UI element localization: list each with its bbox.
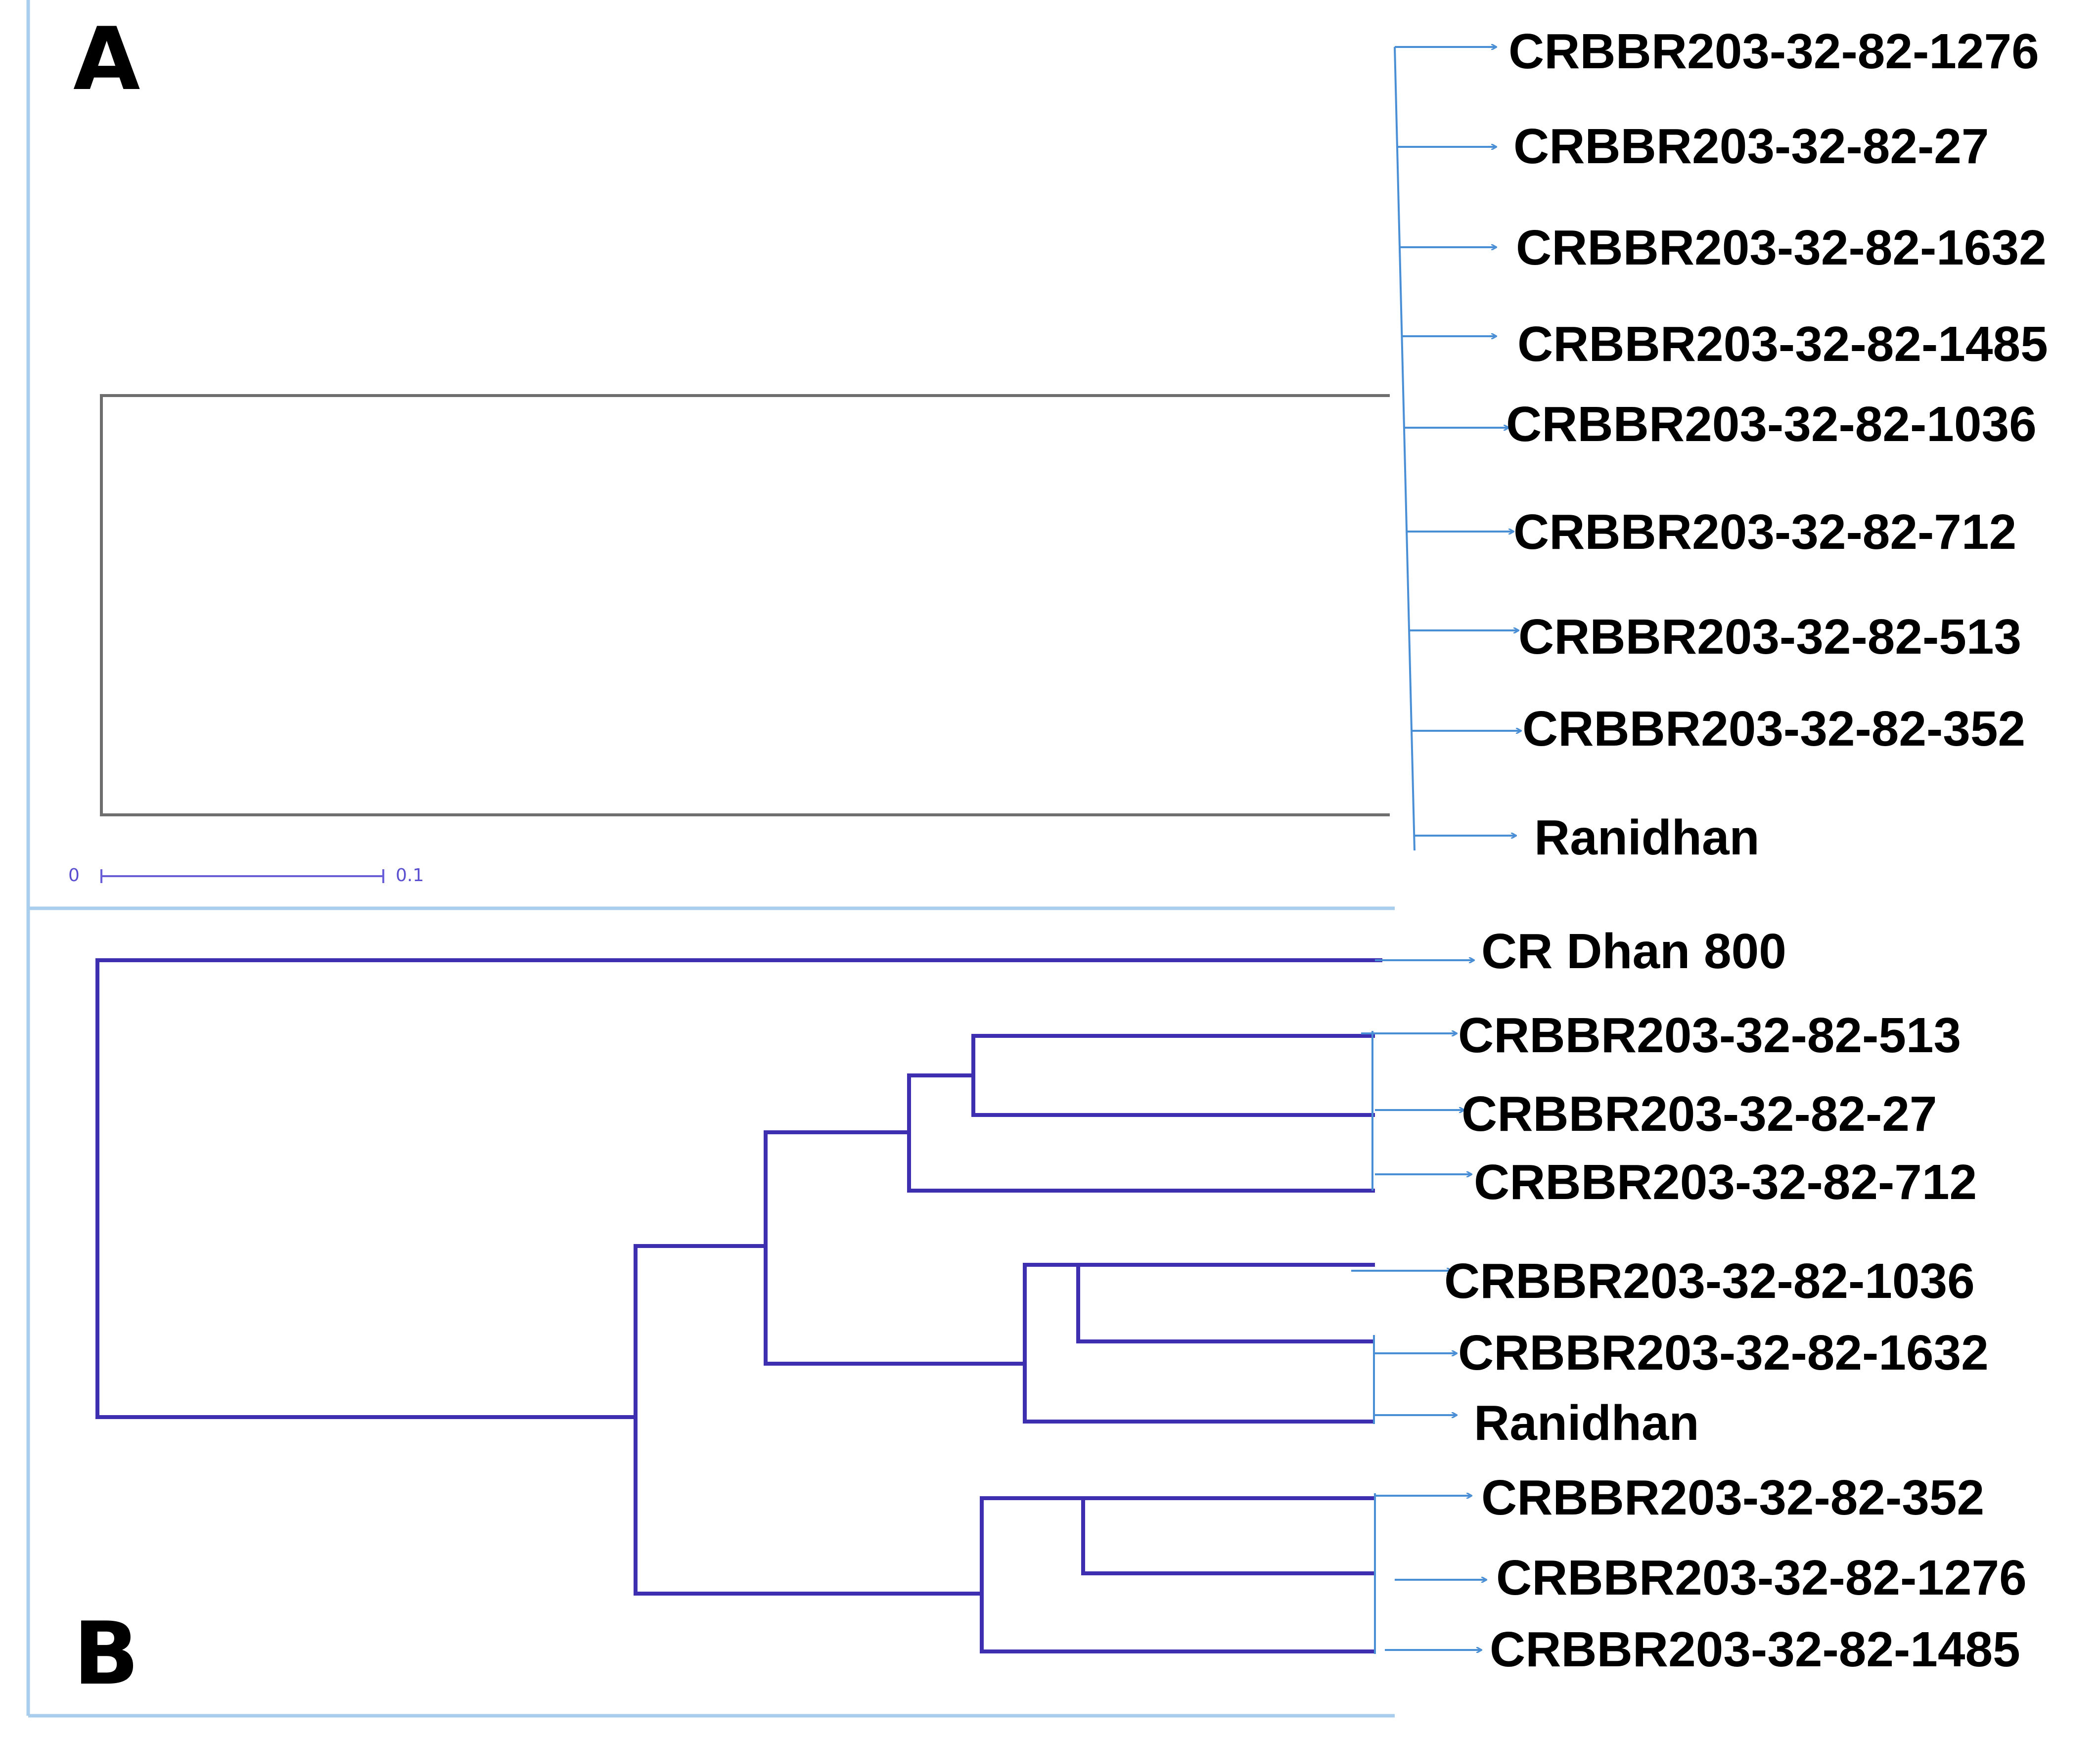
leaf-label: CRBBR203-32-82-712 <box>1474 1155 1977 1210</box>
leaf-label: CRBBR203-32-82-1485 <box>1490 1622 2020 1677</box>
panel-b-letter: B <box>73 1604 139 1704</box>
panel-a-scale-bar: 0 0.1 <box>68 865 424 886</box>
leaf-label: CRBBR203-32-82-1632 <box>1458 1325 1989 1381</box>
panel-a-leaf-labels: CRBBR203-32-82-1276 CRBBR203-32-82-27 CR… <box>1506 24 2048 865</box>
leaf-label: CRBBR203-32-82-1276 <box>1508 24 2039 79</box>
panel-a-arrows <box>1394 46 1521 851</box>
leaf-label: CRBBR203-32-82-352 <box>1481 1470 1984 1525</box>
scale-start-label: 0 <box>68 865 80 886</box>
panel-b-bracket <box>1371 1031 1376 1654</box>
panel-a-bracket-line <box>1394 46 1415 851</box>
leaf-label: CRBBR203-32-82-1036 <box>1506 397 2037 452</box>
panel-a-letter: A <box>73 9 140 110</box>
leaf-label: CR Dhan 800 <box>1481 924 1786 979</box>
branch-513-27-712 <box>907 1073 1375 1193</box>
panel-b-arrows <box>1351 960 1486 1650</box>
panel-b-leaf-labels: CR Dhan 800 CRBBR203-32-82-513 CRBBR203-… <box>1444 924 2027 1677</box>
figure-frame <box>26 0 1395 1718</box>
leaf-label: Ranidhan <box>1534 810 1760 865</box>
panel-a: A 0 0.1 CRBBR203-32-82-1276 CRBBR203-32 <box>68 9 2048 886</box>
panel-b: B <box>73 924 2027 1704</box>
leaf-label: CRBBR203-32-82-1276 <box>1496 1550 2027 1605</box>
leaf-label: CRBBR203-32-82-1485 <box>1517 316 2048 372</box>
branch-1036-1632-ranidhan <box>1023 1263 1375 1424</box>
leaf-label: CRBBR203-32-82-513 <box>1518 609 2021 665</box>
branch-352-1276 <box>1081 1496 1375 1575</box>
branch-1036-1632 <box>1076 1263 1375 1343</box>
leaf-label: Ranidhan <box>1474 1395 1699 1451</box>
scale-end-label: 0.1 <box>396 865 424 886</box>
panel-a-branches <box>100 394 1390 816</box>
panel-a-tree <box>100 394 1390 816</box>
leaf-label: CRBBR203-32-82-513 <box>1458 1008 1961 1063</box>
branch-upper-clade <box>764 1130 1025 1366</box>
leaf-label: CRBBR203-32-82-27 <box>1513 119 1989 174</box>
leaf-label: CRBBR203-32-82-1036 <box>1444 1253 1975 1309</box>
leaf-label: CRBBR203-32-82-352 <box>1522 701 2025 757</box>
branch-main-clade <box>634 1244 982 1596</box>
leaf-label: CRBBR203-32-82-1632 <box>1516 220 2047 275</box>
branch-lower-clade <box>980 1496 1375 1653</box>
panel-b-tree <box>95 958 1382 1653</box>
leaf-label: CRBBR203-32-82-712 <box>1513 504 2016 560</box>
branch-root <box>95 958 1382 1419</box>
branch-513-27 <box>971 1034 1375 1117</box>
leaf-label: CRBBR203-32-82-27 <box>1461 1086 1937 1142</box>
